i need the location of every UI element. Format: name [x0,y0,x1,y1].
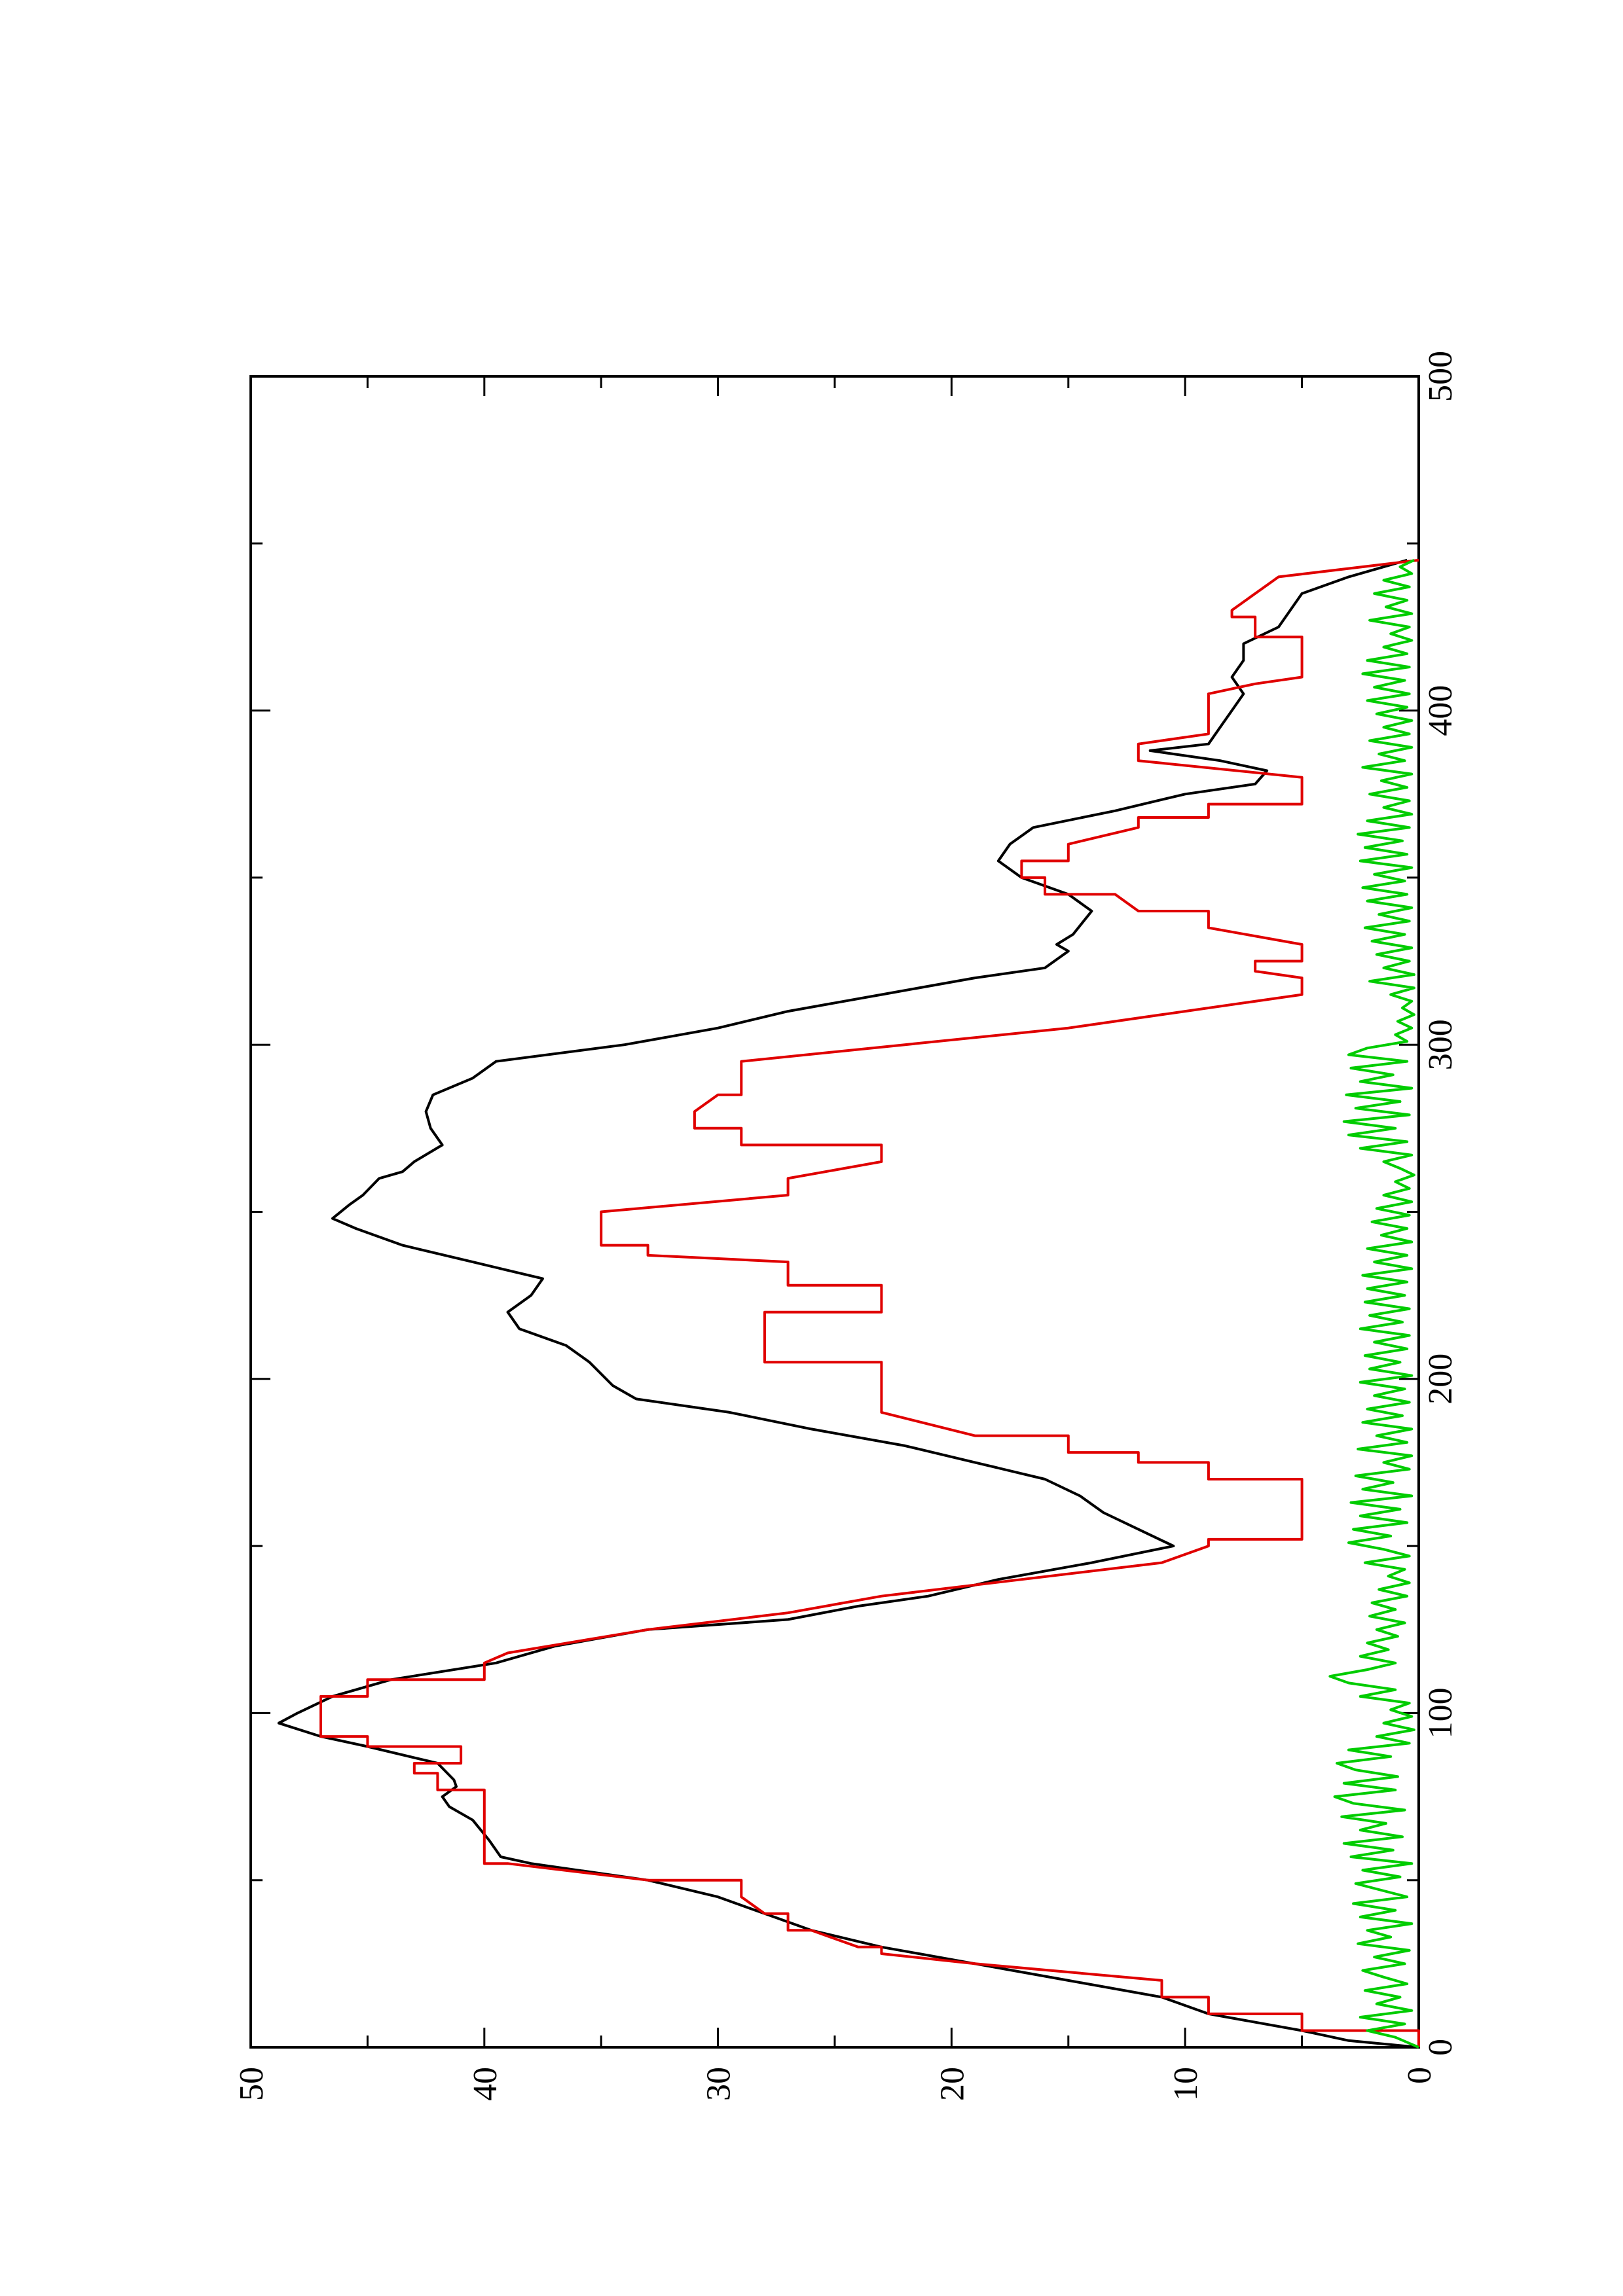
x-tick-label: 100 [1422,1687,1459,1738]
y-tick-label: 50 [233,2067,270,2101]
axis-tick-labels: 0 100 200 300 400 500 0 10 20 30 40 50 [233,351,1459,2101]
axis-ticks [249,375,1420,2049]
series-green-line [1328,558,1419,2049]
y-tick-label: 0 [1401,2067,1438,2084]
y-tick-label: 10 [1167,2067,1205,2101]
y-tick-label: 40 [467,2067,504,2101]
y-tick-label: 20 [934,2067,971,2101]
series-black-line [277,558,1419,2049]
x-tick-label: 0 [1422,2039,1459,2056]
series-lines [277,558,1420,2049]
series-red-line [319,558,1420,2047]
x-tick-label: 200 [1422,1354,1459,1405]
x-tick-label: 500 [1422,351,1459,402]
y-tick-label: 30 [701,2067,738,2101]
x-tick-label: 300 [1422,1019,1459,1070]
plot-area: 0 100 200 300 400 500 0 10 20 30 40 50 [233,351,1459,2101]
plot-frame [249,375,1420,2049]
x-tick-label: 400 [1422,685,1459,736]
